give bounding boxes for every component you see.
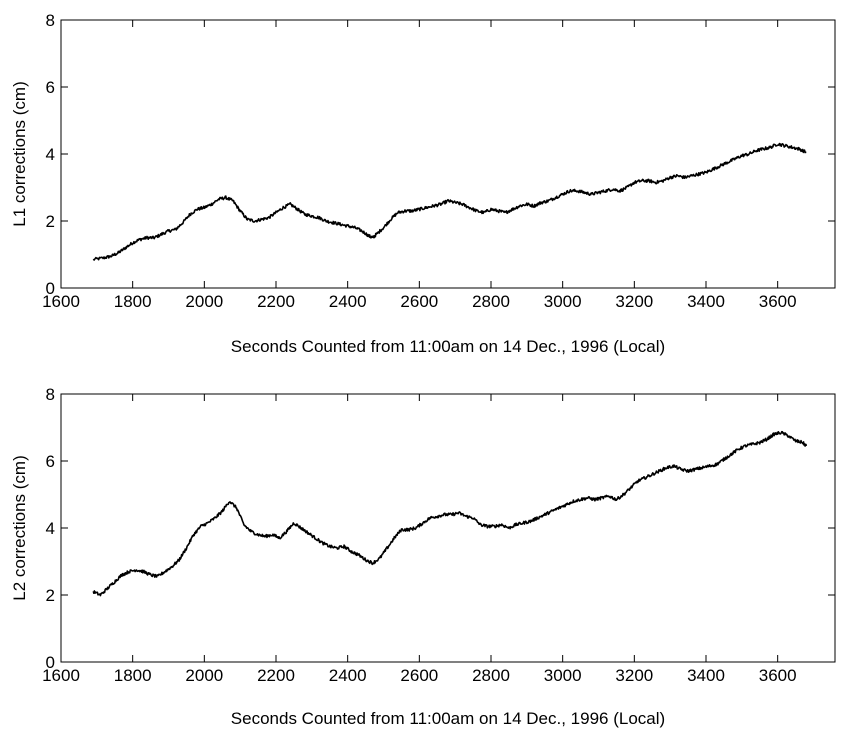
l2-series-group bbox=[93, 432, 806, 596]
l2-x-tick-label: 2200 bbox=[257, 666, 295, 685]
l2-plot-frame bbox=[61, 394, 835, 662]
l2-y-tick-label: 4 bbox=[46, 519, 55, 538]
l1-x-tick-label: 3200 bbox=[615, 292, 653, 311]
l1-y-tick-label: 4 bbox=[46, 145, 55, 164]
l2-x-tick-label: 2800 bbox=[472, 666, 510, 685]
l1-ticks: 1600 1800 2000 2200 2400 2600 2800 3000 3200 3400… bbox=[42, 11, 835, 311]
l1-x-tick-label: 2000 bbox=[185, 292, 223, 311]
l2-series-line bbox=[93, 432, 806, 596]
l2-y-tick-label: 0 bbox=[46, 653, 55, 672]
l1-x-tick-label: 1800 bbox=[114, 292, 152, 311]
l2-x-axis-label: Seconds Counted from 11:00am on 14 Dec.,… bbox=[231, 709, 665, 728]
l1-x-tick-label: 2400 bbox=[329, 292, 367, 311]
l1-x-axis-label: Seconds Counted from 11:00am on 14 Dec.,… bbox=[231, 337, 665, 356]
l2-x-tick-label: 2600 bbox=[400, 666, 438, 685]
l1-y-axis-label: L1 corrections (cm) bbox=[10, 81, 29, 226]
l1-x-tick-label: 3000 bbox=[544, 292, 582, 311]
l1-series-line bbox=[93, 144, 806, 260]
l1-x-tick-label: 2800 bbox=[472, 292, 510, 311]
l1-y-tick-label: 0 bbox=[46, 279, 55, 298]
l2-x-tick-label: 1800 bbox=[114, 666, 152, 685]
l2-chart-panel: 1600 1800 2000 2200 2400 2600 2800 3000 3200 3400… bbox=[10, 385, 835, 728]
l1-x-tick-label: 2600 bbox=[400, 292, 438, 311]
l1-y-tick-label: 6 bbox=[46, 78, 55, 97]
l2-y-tick-label: 6 bbox=[46, 452, 55, 471]
l2-x-tick-label: 3000 bbox=[544, 666, 582, 685]
l1-plot-frame bbox=[61, 20, 835, 288]
l1-y-tick-label: 2 bbox=[46, 212, 55, 231]
l2-x-tick-label: 2000 bbox=[185, 666, 223, 685]
l1-x-tick-label: 3400 bbox=[687, 292, 725, 311]
l1-x-tick-label: 3600 bbox=[759, 292, 797, 311]
l2-x-tick-label: 3400 bbox=[687, 666, 725, 685]
l1-series-group bbox=[93, 144, 806, 260]
l2-x-tick-label: 2400 bbox=[329, 666, 367, 685]
l2-x-tick-label: 3200 bbox=[615, 666, 653, 685]
l2-x-tick-label: 3600 bbox=[759, 666, 797, 685]
l1-y-tick-label: 8 bbox=[46, 11, 55, 30]
l1-x-tick-label: 2200 bbox=[257, 292, 295, 311]
l2-ticks: 1600 1800 2000 2200 2400 2600 2800 3000 3200 3400… bbox=[42, 385, 835, 685]
l1-chart-panel: 1600 1800 2000 2200 2400 2600 2800 3000 3200 3400… bbox=[10, 11, 835, 356]
l2-y-tick-label: 2 bbox=[46, 586, 55, 605]
l2-y-axis-label: L2 corrections (cm) bbox=[10, 455, 29, 600]
l2-y-tick-label: 8 bbox=[46, 385, 55, 404]
